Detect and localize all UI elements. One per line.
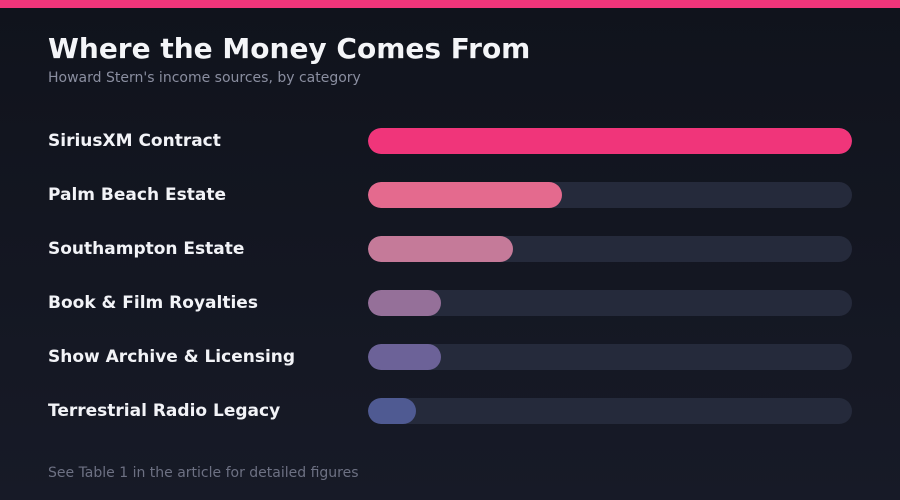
bar-track (368, 398, 852, 424)
bar-track (368, 128, 852, 154)
category-label: Palm Beach Estate (48, 185, 226, 205)
chart-subtitle: Howard Stern's income sources, by catego… (48, 70, 361, 86)
bar-row: Show Archive & Licensing (48, 344, 852, 370)
bar-track (368, 290, 852, 316)
bar-fill (368, 398, 417, 424)
bar-row: Palm Beach Estate (48, 182, 852, 208)
footnote: See Table 1 in the article for detailed … (48, 465, 359, 481)
category-label: Terrestrial Radio Legacy (48, 401, 281, 421)
bar-track (368, 344, 852, 370)
bar-row: Terrestrial Radio Legacy (48, 398, 852, 424)
bar-row: SiriusXM Contract (48, 128, 852, 154)
bar-fill (368, 182, 562, 208)
bar-fill (368, 236, 514, 262)
category-label: Show Archive & Licensing (48, 347, 296, 367)
category-label: Book & Film Royalties (48, 293, 258, 313)
bar-row: Book & Film Royalties (48, 290, 852, 316)
bar-row: Southampton Estate (48, 236, 852, 262)
bar-track (368, 182, 852, 208)
bar-fill (368, 344, 441, 370)
top-accent-bar (0, 0, 900, 8)
category-label: SiriusXM Contract (48, 131, 221, 151)
category-label: Southampton Estate (48, 239, 245, 259)
bar-fill (368, 128, 852, 154)
bar-rows: SiriusXM Contract Palm Beach Estate Sout… (48, 128, 852, 452)
bar-fill (368, 290, 441, 316)
bar-track (368, 236, 852, 262)
chart-title: Where the Money Comes From (48, 32, 531, 65)
